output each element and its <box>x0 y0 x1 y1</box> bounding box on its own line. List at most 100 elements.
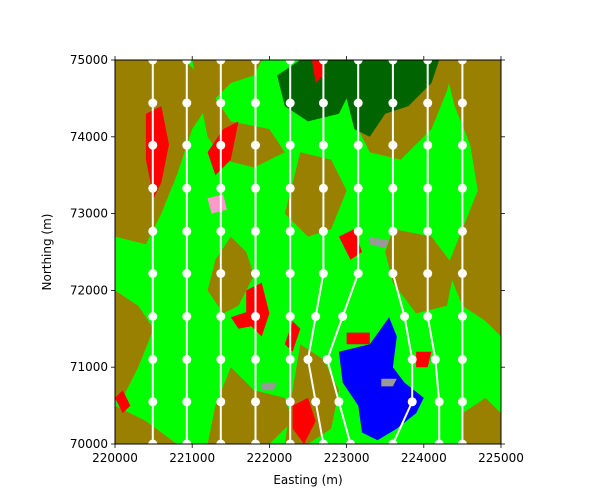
survey-point <box>148 183 158 193</box>
x-tick-label: 222000 <box>246 451 292 465</box>
survey-point <box>318 98 328 108</box>
survey-lines <box>151 60 464 444</box>
survey-point <box>353 98 363 108</box>
region-grey <box>261 382 278 391</box>
survey-point <box>423 98 433 108</box>
survey-point <box>216 140 226 150</box>
survey-point <box>353 140 363 150</box>
survey-point <box>407 355 417 364</box>
survey-point <box>311 312 321 321</box>
region-grey <box>381 378 397 387</box>
survey-point <box>423 226 433 236</box>
survey-point <box>388 226 398 236</box>
survey-point <box>251 140 260 150</box>
survey-point <box>148 355 158 364</box>
region-urban <box>292 397 316 444</box>
region-urban <box>416 351 432 368</box>
region-scrub <box>207 236 254 314</box>
survey-point <box>457 98 467 108</box>
region-urban <box>338 229 362 260</box>
survey-point <box>285 183 295 193</box>
survey-point <box>251 355 260 364</box>
survey-line <box>326 60 360 444</box>
survey-point <box>182 355 192 364</box>
survey-point <box>251 226 260 236</box>
survey-point <box>388 140 398 150</box>
survey-point <box>182 140 192 150</box>
survey-point <box>216 226 226 236</box>
survey-point <box>423 312 433 321</box>
region-scrub <box>439 60 501 337</box>
survey-points <box>148 55 467 449</box>
survey-point <box>457 269 467 278</box>
x-axis-label: Easting (m) <box>273 473 342 487</box>
region-scrub <box>284 152 347 237</box>
survey-point <box>457 140 467 150</box>
survey-point <box>182 269 192 278</box>
survey-point <box>353 183 363 193</box>
survey-point <box>318 226 328 236</box>
survey-point <box>434 397 444 407</box>
survey-point <box>285 140 295 150</box>
x-tick-label: 220000 <box>92 451 138 465</box>
survey-point <box>457 226 467 236</box>
survey-point <box>338 312 348 321</box>
survey-point <box>148 397 158 407</box>
landcover-regions <box>115 60 501 444</box>
survey-point <box>285 226 295 236</box>
survey-point <box>318 269 328 278</box>
plot-frame <box>114 59 502 445</box>
region-scrub <box>462 397 501 444</box>
x-axis: 220000 221000 222000 223000 224000 225000 <box>92 56 524 465</box>
y-tick-label: 72000 <box>70 283 108 297</box>
survey-point <box>216 397 226 407</box>
region-pink <box>207 194 227 214</box>
region-urban <box>311 60 324 83</box>
survey-point <box>353 269 363 278</box>
region-woodland <box>277 60 355 122</box>
survey-point <box>216 312 226 321</box>
survey-point <box>216 98 226 108</box>
region-scrub <box>385 229 455 314</box>
survey-point <box>423 183 433 193</box>
y-tick-label: 71000 <box>70 360 108 374</box>
survey-point <box>457 397 467 407</box>
x-tick-label: 225000 <box>478 451 524 465</box>
y-axis: 70000 71000 72000 73000 74000 75000 <box>70 53 505 451</box>
survey-point <box>334 397 344 407</box>
y-tick-label: 73000 <box>70 207 108 221</box>
survey-point <box>216 269 226 278</box>
y-tick-label: 75000 <box>70 53 108 67</box>
survey-line <box>306 60 325 444</box>
region-scrub <box>192 60 285 168</box>
region-grey <box>369 236 390 249</box>
survey-point <box>285 269 295 278</box>
region-urban <box>346 332 370 345</box>
survey-point <box>318 183 328 193</box>
y-tick-label: 70000 <box>70 437 108 451</box>
survey-point <box>388 269 398 278</box>
survey-point <box>311 397 321 407</box>
y-tick-label: 74000 <box>70 130 108 144</box>
survey-point <box>251 183 260 193</box>
survey-point <box>251 397 260 407</box>
survey-point <box>216 183 226 193</box>
survey-point <box>148 312 158 321</box>
survey-point <box>148 269 158 278</box>
y-axis-label: Northing (m) <box>40 214 54 291</box>
survey-point <box>322 355 332 364</box>
survey-point <box>148 226 158 236</box>
survey-point <box>285 98 295 108</box>
region-scrub <box>115 405 177 444</box>
survey-point <box>400 312 409 321</box>
region-urban <box>145 106 169 199</box>
region-woodland <box>338 60 440 137</box>
region-urban <box>115 390 131 414</box>
survey-point <box>285 312 295 321</box>
survey-point <box>457 312 467 321</box>
survey-point <box>182 226 192 236</box>
survey-point <box>182 312 192 321</box>
x-tick-label: 224000 <box>401 451 447 465</box>
